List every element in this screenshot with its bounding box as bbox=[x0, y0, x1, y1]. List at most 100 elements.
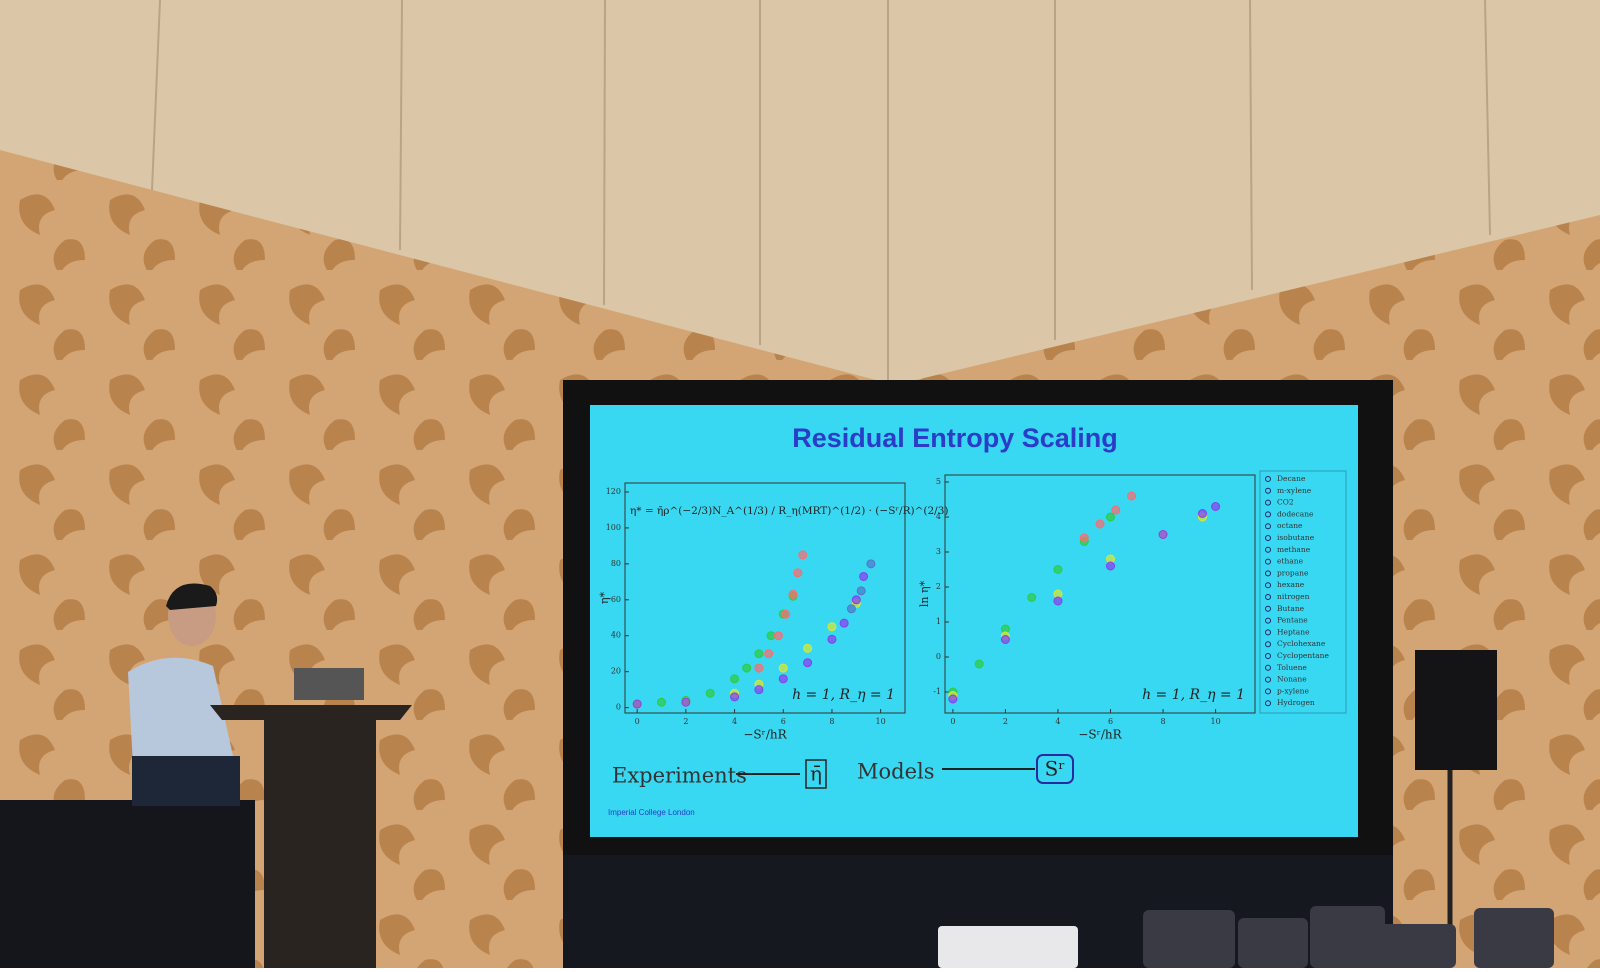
plot-area bbox=[944, 474, 1256, 714]
data-point bbox=[705, 688, 715, 698]
data-point bbox=[1127, 491, 1137, 501]
data-point bbox=[839, 618, 849, 628]
legend-entry: nitrogen bbox=[1277, 592, 1310, 601]
projector bbox=[938, 926, 1078, 968]
data-point bbox=[856, 586, 866, 596]
legend-entry: ethane bbox=[1277, 557, 1304, 566]
x-tick-label: 0 bbox=[950, 717, 955, 726]
legend-entry: dodecane bbox=[1277, 509, 1314, 518]
data-point bbox=[773, 631, 783, 641]
y-tick-label: 20 bbox=[611, 667, 621, 676]
legend-marker bbox=[1265, 582, 1271, 589]
legend-marker bbox=[1265, 487, 1271, 494]
data-point bbox=[1211, 502, 1221, 511]
y-tick-label: 2 bbox=[936, 582, 941, 591]
wall-seams bbox=[151, 0, 1491, 380]
data-point bbox=[1095, 519, 1105, 529]
data-point bbox=[1000, 635, 1010, 644]
legend-entry: m-xylene bbox=[1277, 486, 1312, 495]
data-point bbox=[1027, 593, 1037, 602]
data-point bbox=[851, 595, 861, 605]
legend-entry: Toluene bbox=[1277, 663, 1307, 672]
data-point bbox=[1053, 596, 1063, 606]
x-tick-label: 10 bbox=[1210, 717, 1220, 726]
legend-entry: Decane bbox=[1277, 474, 1306, 483]
data-point bbox=[798, 550, 808, 560]
y-axis-label: ln η* bbox=[918, 580, 931, 607]
legend-marker bbox=[1265, 558, 1271, 565]
model-note: h = 1, R_η = 1 bbox=[1142, 687, 1245, 703]
bottom-symbol: Sʳ bbox=[1045, 757, 1066, 781]
x-tick-label: 6 bbox=[781, 717, 786, 726]
legend-entry: octane bbox=[1277, 521, 1303, 530]
y-axis-label: η* bbox=[598, 591, 611, 604]
x-tick-label: 4 bbox=[732, 717, 737, 726]
y-tick-label: 60 bbox=[611, 595, 621, 604]
legend-marker bbox=[1265, 523, 1271, 530]
slide-title: Residual Entropy Scaling bbox=[792, 423, 1118, 453]
data-point bbox=[778, 663, 788, 673]
data-point bbox=[766, 631, 776, 641]
legend-marker bbox=[1265, 676, 1271, 683]
data-point bbox=[742, 663, 752, 673]
legend-entry: Cyclopentane bbox=[1277, 651, 1329, 660]
data-point bbox=[754, 663, 764, 673]
data-point bbox=[1197, 509, 1207, 518]
data-point bbox=[764, 649, 774, 659]
bottom-symbol: η̄ bbox=[810, 762, 822, 786]
data-point bbox=[754, 685, 764, 695]
x-tick-label: 2 bbox=[683, 717, 688, 726]
bottom-label: Experiments bbox=[612, 764, 747, 788]
y-tick-label: 100 bbox=[606, 523, 621, 532]
data-point bbox=[1111, 505, 1121, 515]
legend-entry: hexane bbox=[1277, 580, 1305, 589]
x-tick-label: 0 bbox=[635, 717, 640, 726]
legend-entry: Hydrogen bbox=[1277, 698, 1315, 707]
legend-marker bbox=[1265, 476, 1271, 482]
legend-marker bbox=[1265, 511, 1271, 518]
data-point bbox=[730, 692, 740, 702]
x-tick-label: 8 bbox=[829, 717, 834, 726]
legend-box bbox=[1259, 470, 1347, 714]
legend-marker bbox=[1265, 570, 1271, 577]
data-point bbox=[866, 559, 876, 569]
data-point bbox=[793, 568, 803, 578]
y-tick-label: 3 bbox=[936, 547, 941, 556]
data-point bbox=[681, 697, 691, 707]
data-point bbox=[859, 571, 869, 581]
legend-entry: Cyclohexane bbox=[1277, 639, 1326, 648]
data-point bbox=[827, 622, 837, 632]
x-tick-label: 8 bbox=[1161, 717, 1166, 726]
legend-entry: p-xylene bbox=[1277, 686, 1309, 695]
legend-marker bbox=[1265, 605, 1271, 612]
y-tick-label: 1 bbox=[936, 617, 941, 626]
data-point bbox=[974, 659, 984, 669]
slide-footer: Imperial College London bbox=[608, 808, 695, 817]
y-tick-label: 40 bbox=[611, 631, 621, 640]
data-point bbox=[754, 649, 764, 659]
formula: η* = η̄ρ^(−2/3)N_A^(1/3) / R_η(MRT)^(1/2… bbox=[630, 505, 948, 517]
data-point bbox=[781, 609, 791, 619]
podium-top bbox=[210, 705, 412, 720]
data-point bbox=[803, 643, 813, 653]
x-axis-label: −Sʳ/hR bbox=[743, 728, 787, 742]
legend-entry: Nonane bbox=[1277, 675, 1307, 684]
laptop bbox=[294, 668, 364, 700]
speaker-person bbox=[128, 583, 240, 806]
speaker-box bbox=[1415, 650, 1497, 770]
bottom-label: Models bbox=[857, 760, 935, 784]
table bbox=[0, 800, 255, 968]
legend-marker bbox=[1265, 664, 1271, 671]
data-point bbox=[948, 694, 958, 704]
data-point bbox=[1106, 561, 1116, 571]
model-note: h = 1, R_η = 1 bbox=[792, 687, 895, 703]
x-axis-label: −Sʳ/hR bbox=[1078, 728, 1122, 742]
data-point bbox=[632, 699, 642, 709]
data-point bbox=[657, 697, 667, 707]
data-point bbox=[846, 604, 856, 614]
data-point bbox=[803, 658, 813, 668]
chairs bbox=[1143, 906, 1554, 968]
